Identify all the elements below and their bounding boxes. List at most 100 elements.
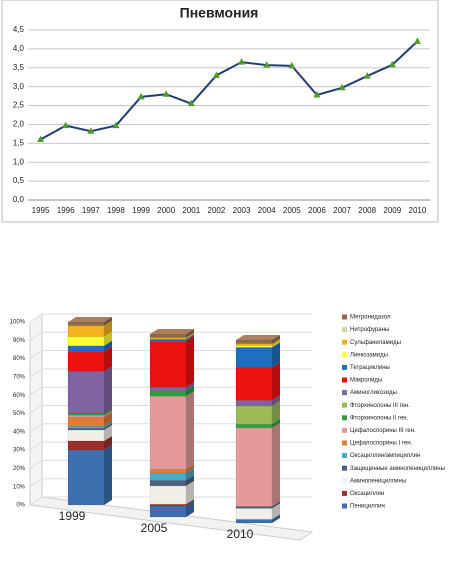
x-tick-label: 2008 bbox=[358, 206, 376, 215]
bar-side bbox=[186, 334, 194, 342]
legend-swatch bbox=[342, 503, 347, 509]
legend-label: Фторхинолоны II ген. bbox=[350, 415, 409, 421]
data-marker bbox=[162, 90, 170, 97]
data-marker bbox=[313, 90, 321, 98]
bar-segment bbox=[235, 518, 273, 524]
bar-segment bbox=[235, 339, 273, 345]
legend-swatch bbox=[342, 490, 347, 496]
bar-side bbox=[104, 340, 112, 352]
bar-side bbox=[272, 503, 280, 520]
y-tick-label: 3,5 bbox=[13, 63, 25, 72]
legend-swatch bbox=[342, 339, 347, 345]
bar-side bbox=[104, 331, 112, 346]
grid-line bbox=[29, 386, 312, 396]
data-marker bbox=[62, 121, 70, 129]
legend-label: Фторхинолоны III ген. bbox=[350, 403, 410, 409]
legend-swatch bbox=[342, 402, 347, 408]
legend-swatch bbox=[342, 415, 347, 421]
grid-line bbox=[29, 441, 312, 451]
y-tick-label: 2,5 bbox=[13, 101, 25, 110]
legend-swatch bbox=[342, 453, 347, 459]
legend-label: Тетрациклины bbox=[350, 365, 390, 371]
grid-line bbox=[29, 405, 312, 414]
grid-line bbox=[29, 350, 312, 360]
bar-side bbox=[272, 335, 280, 344]
grid-line bbox=[29, 459, 312, 469]
legend-swatch bbox=[342, 465, 347, 471]
bar-side bbox=[104, 412, 112, 427]
x-tick-label: 2010 bbox=[227, 527, 254, 541]
bar-side bbox=[272, 419, 280, 428]
bar-side bbox=[186, 385, 194, 397]
bar-side bbox=[272, 395, 280, 406]
bar-segment bbox=[67, 350, 105, 372]
bar-side bbox=[186, 336, 194, 388]
legend-label: Цефалоспорины III ген. bbox=[350, 428, 416, 434]
legend-label: Защищенные аминопенициллины bbox=[350, 466, 445, 472]
y-tick-label: 20% bbox=[13, 466, 26, 472]
bar-side bbox=[186, 501, 194, 517]
legend-label: Оксациллин bbox=[350, 491, 384, 497]
bar-segment bbox=[235, 423, 273, 429]
bar-segment bbox=[67, 345, 105, 352]
legend-swatch bbox=[342, 314, 347, 320]
grid-line bbox=[29, 313, 312, 323]
bar-segment bbox=[149, 485, 187, 505]
data-marker bbox=[338, 83, 346, 91]
y-tick-label: 2,0 bbox=[13, 120, 25, 129]
bar-side bbox=[186, 391, 194, 470]
y-tick-label: 0,5 bbox=[13, 176, 25, 185]
legend-label: Макролиды bbox=[350, 378, 382, 384]
grid-line bbox=[29, 331, 312, 341]
x-tick-label: 2002 bbox=[208, 206, 226, 215]
bar-side bbox=[272, 400, 280, 425]
legend-label: Сульфаниламиды bbox=[350, 340, 401, 346]
bar-segment bbox=[67, 449, 105, 506]
bar-segment bbox=[67, 429, 105, 442]
bar-side bbox=[104, 320, 112, 337]
bar-segment bbox=[149, 333, 187, 339]
bar-side bbox=[272, 422, 280, 507]
data-marker bbox=[363, 72, 371, 79]
x-tick-label: 1999 bbox=[132, 206, 150, 215]
y-tick-label: 100% bbox=[10, 320, 26, 326]
y-tick-label: 10% bbox=[13, 484, 26, 490]
data-marker bbox=[388, 60, 396, 68]
bar-side bbox=[104, 317, 112, 326]
bar-side bbox=[104, 366, 112, 414]
data-marker bbox=[112, 121, 120, 129]
bar-side bbox=[272, 340, 280, 348]
x-tick-label: 2004 bbox=[258, 206, 276, 215]
y-tick-label: 50% bbox=[13, 411, 26, 417]
chart-frame bbox=[1, 0, 439, 223]
data-marker bbox=[212, 71, 220, 78]
legend-label: Аминопенициллины bbox=[350, 478, 406, 484]
bar-side bbox=[104, 346, 112, 372]
bar-segment bbox=[149, 479, 187, 487]
legend-label: Оксациллин/ампициллин bbox=[350, 453, 420, 459]
bar-segment bbox=[235, 427, 273, 508]
bar-side bbox=[186, 332, 194, 340]
bar-segment bbox=[149, 386, 187, 392]
bar-segment bbox=[235, 346, 273, 368]
line-chart: 0,0 0,5 1,0 1,5 2,0 2,5 3,0 3,5 4,0 4,5 1995 1996 19… bbox=[13, 25, 430, 215]
bar-side bbox=[272, 362, 280, 401]
x-tick-label: 2005 bbox=[283, 206, 301, 215]
bar-segment bbox=[149, 390, 187, 397]
bar-side bbox=[272, 338, 280, 346]
bar-side bbox=[186, 464, 194, 474]
bar-segment bbox=[67, 440, 105, 451]
y-tick-label: 0,0 bbox=[13, 195, 25, 204]
legend-swatch bbox=[342, 427, 347, 433]
bar-side bbox=[272, 342, 280, 368]
x-tick-label: 2010 bbox=[409, 206, 427, 215]
x-tick-label: 2001 bbox=[182, 206, 200, 215]
bar-side bbox=[186, 468, 194, 481]
bar-segment bbox=[67, 416, 105, 427]
bar-top bbox=[236, 335, 280, 340]
data-marker bbox=[263, 61, 271, 68]
y-tick-label: 3,0 bbox=[13, 82, 25, 91]
y-tick-label: 1,5 bbox=[13, 138, 25, 147]
legend-swatch bbox=[342, 364, 347, 370]
y-tick-label: 80% bbox=[13, 356, 26, 362]
